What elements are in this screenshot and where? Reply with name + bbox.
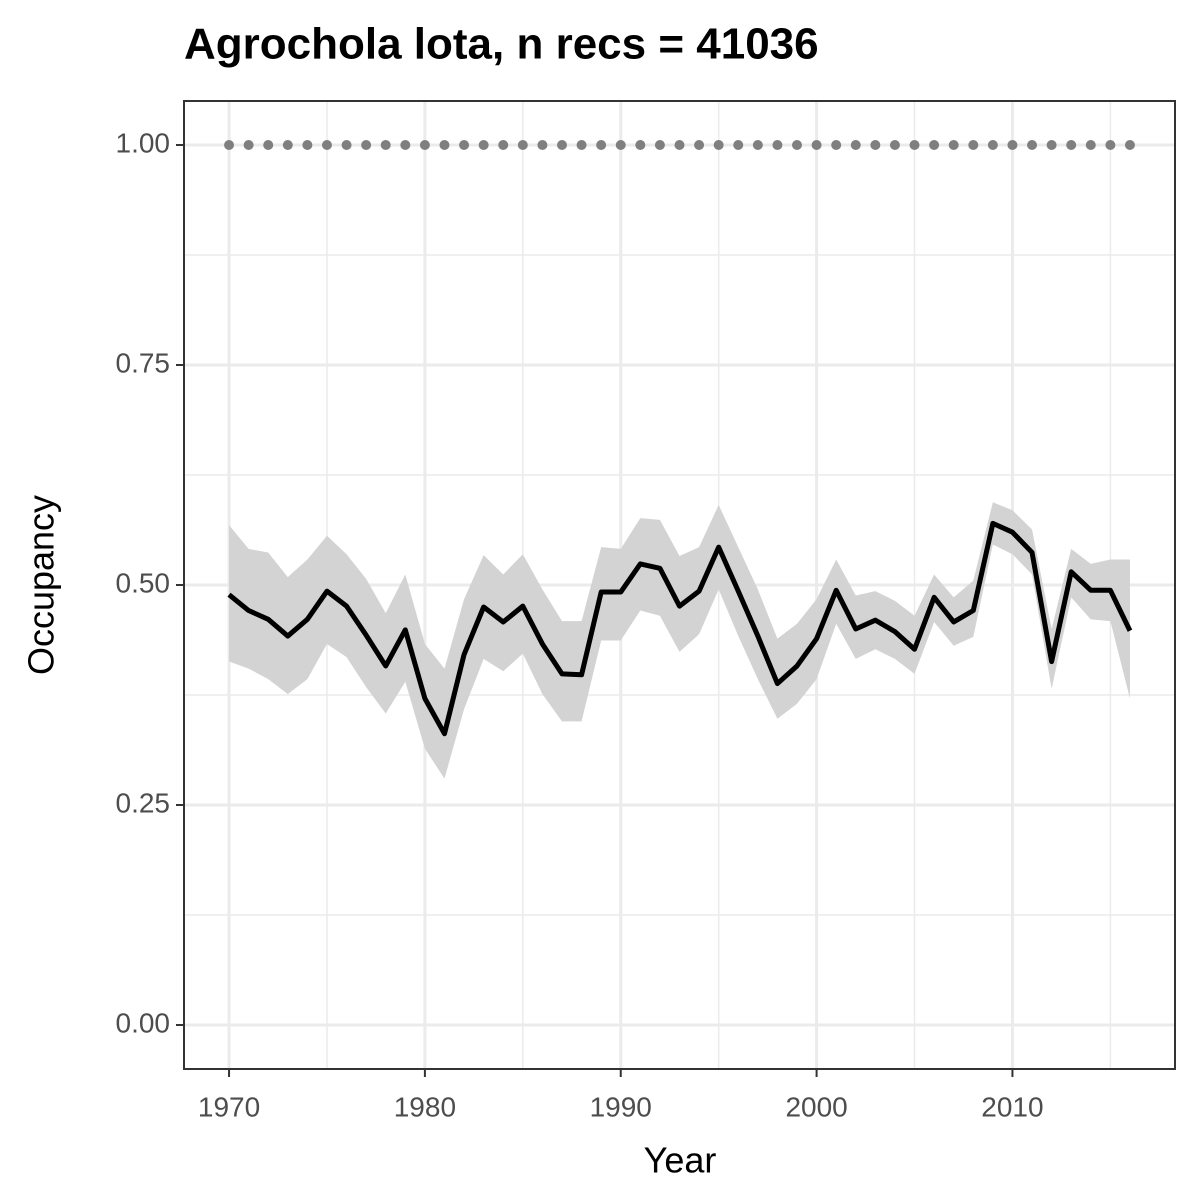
dot [400,140,411,150]
dot [674,140,685,150]
dot [733,140,744,150]
dot [909,140,920,150]
dot [478,140,489,150]
dot [1085,140,1096,150]
dot [987,140,998,150]
dot [361,140,372,150]
dot [654,140,665,150]
dot [792,140,803,150]
dot [1105,140,1116,150]
dot [341,140,352,150]
x-tick-label: 2010 [981,1091,1043,1122]
dot [459,140,470,150]
x-tick-label: 1970 [198,1091,260,1122]
dot [811,140,822,150]
dot [596,140,607,150]
x-tick-label: 2000 [785,1091,847,1122]
dot [243,140,254,150]
dot [556,140,567,150]
dot [517,140,528,150]
dot [752,140,763,150]
dot [772,140,783,150]
dot [380,140,391,150]
x-tick-label: 1990 [590,1091,652,1122]
y-tick-label: 1.00 [116,127,171,158]
y-tick-label: 0.25 [116,787,171,818]
dot [419,140,430,150]
panel-border [183,100,1176,1070]
dot [889,140,900,150]
y-tick-label: 0.00 [116,1007,171,1038]
dot [1066,140,1077,150]
dot [1027,140,1038,150]
dot [1046,140,1057,150]
y-axis-label: Occupancy [21,495,62,675]
x-tick-label: 1980 [394,1091,456,1122]
dot [282,140,293,150]
chart-title: Agrochola lota, n recs = 41036 [184,20,819,69]
dot [321,140,332,150]
line [227,520,1133,737]
dot [929,140,940,150]
dot [576,140,587,150]
dot [948,140,959,150]
dot [635,140,646,150]
dot [615,140,626,150]
dot [968,140,979,150]
dot [694,140,705,150]
dot [713,140,724,150]
dot [302,140,313,150]
dot [831,140,842,150]
dot [850,140,861,150]
x-axis-label: Year [644,1140,717,1181]
dot [537,140,548,150]
confidence-band [229,502,1130,779]
dot [263,140,274,150]
y-tick-label: 0.75 [116,347,171,378]
dot [870,140,881,150]
dot [224,140,235,150]
dot [1124,140,1135,150]
dot [498,140,509,150]
dot [439,140,450,150]
y-tick-label: 0.50 [116,567,171,598]
dot [1007,140,1018,150]
